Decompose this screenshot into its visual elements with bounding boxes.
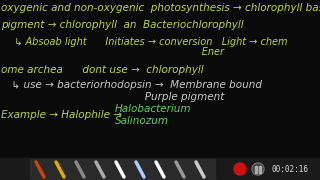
Text: ↳ use → bacteriorhodopsin →  Membrane bound: ↳ use → bacteriorhodopsin → Membrane bou… bbox=[5, 80, 262, 90]
Text: Salinozum: Salinozum bbox=[115, 116, 169, 126]
Text: Ener: Ener bbox=[8, 47, 224, 57]
Text: oxygenic and non-oxygenic  photosynthesis → chlorophyll base: oxygenic and non-oxygenic photosynthesis… bbox=[1, 3, 320, 13]
Bar bbox=[254, 165, 257, 172]
Text: ome archea      dont use →  chlorophyll: ome archea dont use → chlorophyll bbox=[1, 65, 204, 75]
Text: pigment → chlorophyll  an  Bacteriochlorophyll: pigment → chlorophyll an Bacteriochlorop… bbox=[1, 20, 244, 30]
Text: Halobacterium: Halobacterium bbox=[115, 104, 191, 114]
Text: Purple pigment: Purple pigment bbox=[5, 92, 224, 102]
Circle shape bbox=[234, 163, 246, 175]
Circle shape bbox=[236, 165, 244, 173]
Text: 00:02:16: 00:02:16 bbox=[271, 165, 308, 174]
Bar bbox=[0, 158, 320, 180]
Text: ↳ Absoab light      Initiates → conversion   Light → chem: ↳ Absoab light Initiates → conversion Li… bbox=[8, 37, 287, 47]
Bar bbox=[30, 159, 215, 179]
Text: Example → Halophile →: Example → Halophile → bbox=[1, 110, 122, 120]
Circle shape bbox=[252, 163, 264, 175]
Bar bbox=[259, 165, 261, 172]
Circle shape bbox=[253, 164, 263, 174]
